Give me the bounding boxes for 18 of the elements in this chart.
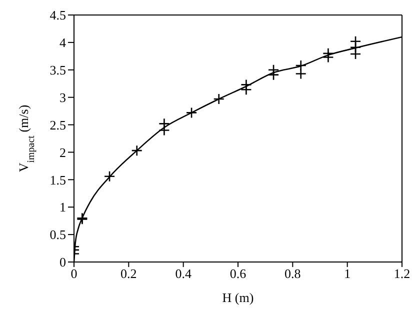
x-tick-label: 0.4 [175, 266, 192, 282]
y-tick-label: 3.5 [50, 62, 66, 78]
x-tick-label: 1 [344, 266, 351, 282]
x-axis-title: H (m) [222, 290, 254, 305]
y-tick-label: 1.5 [50, 172, 66, 188]
y-tick-label: 2 [60, 144, 66, 160]
x-tick-label: 0.8 [284, 266, 301, 282]
y-tick-label: 1 [60, 200, 66, 215]
y-tick-label: 0 [60, 254, 66, 270]
x-tick-label: 0.2 [120, 266, 137, 282]
y-tick-label: 0.5 [50, 227, 66, 242]
x-tick-label: 0.6 [230, 266, 247, 282]
x-tick-label: 0 [70, 266, 78, 282]
y-tick-label: 2.5 [50, 117, 66, 132]
y-tick-label: 3 [60, 90, 66, 105]
y-tick-label: 4 [60, 35, 66, 50]
x-tick-label: 1.2 [394, 266, 410, 282]
y-tick-label: 4.5 [50, 8, 66, 23]
